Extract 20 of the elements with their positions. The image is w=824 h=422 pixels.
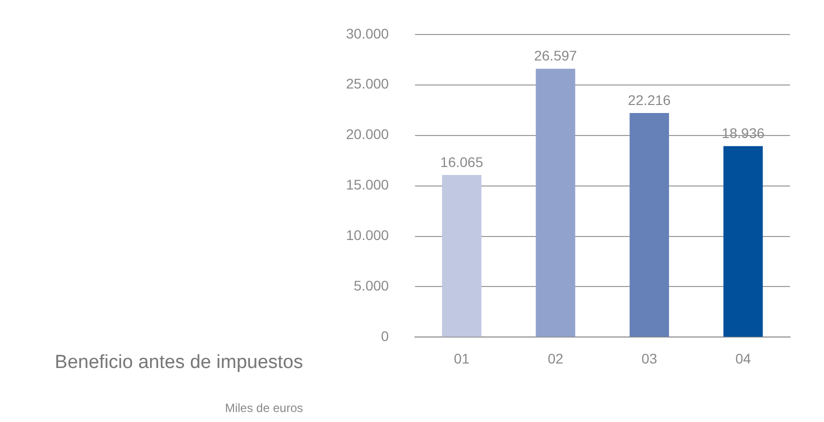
y-tick-label: 15.000	[346, 176, 390, 193]
data-label: 16.065	[440, 154, 484, 170]
bar	[442, 175, 482, 337]
x-tick-label: 02	[548, 350, 564, 366]
y-tick-label: 25.000	[346, 76, 390, 92]
y-tick-label: 10.000	[346, 227, 390, 244]
y-tick-label: 5.000	[354, 278, 390, 294]
x-tick-label: 01	[454, 350, 470, 366]
text: Beneficio antes de impuestos	[54, 352, 303, 374]
y-tick-label: 20.000	[346, 126, 390, 142]
bar	[536, 68, 576, 337]
data-label: 22.216	[628, 92, 671, 108]
text: Miles de euros	[224, 401, 303, 415]
data-label: 26.597	[534, 48, 578, 64]
y-tick-label: 0	[381, 328, 390, 344]
x-tick-label: 03	[642, 350, 658, 366]
bar	[723, 146, 763, 337]
bar	[630, 112, 670, 337]
x-tick-label: 04	[735, 350, 752, 366]
y-tick-label: 30.000	[346, 25, 390, 42]
